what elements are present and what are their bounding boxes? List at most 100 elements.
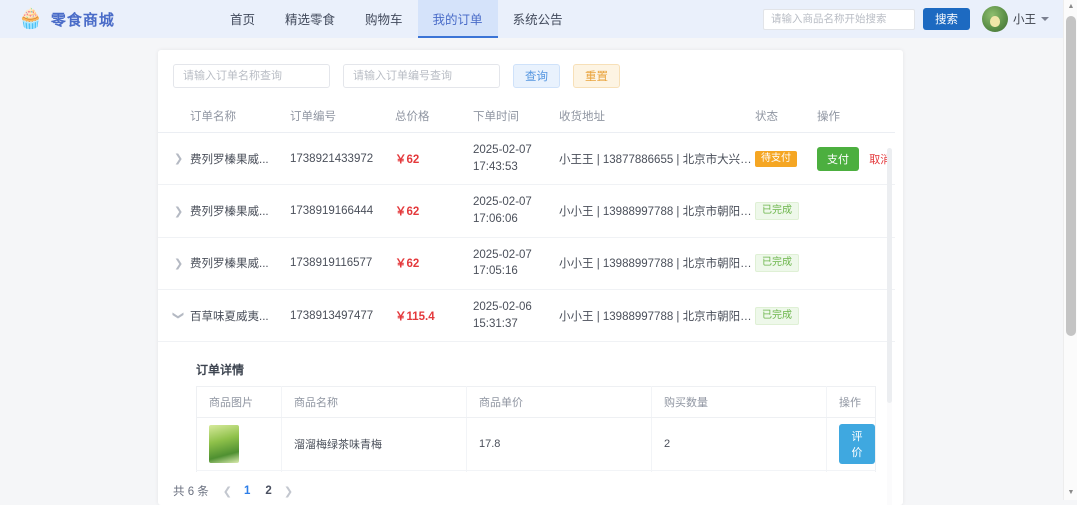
order-no: 1738921433972 [290,132,395,186]
order-time: 17:43:53 [473,160,518,173]
query-button[interactable]: 查询 [513,64,560,88]
pay-button[interactable]: 支付 [817,146,859,171]
table-header-row: 订单名称 订单编号 总价格 下单时间 收货地址 状态 操作 [158,100,895,133]
expand-cell[interactable]: ❯ [158,289,190,343]
order-date: 2025-02-07 [473,144,532,156]
order-date: 2025-02-07 [473,248,532,261]
header-status: 状态 [755,100,817,133]
table-row[interactable]: ❯ 费列罗榛果威... 1738921433972 ￥62 2025-02-07… [158,132,895,186]
order-price: ￥115.4 [395,310,435,323]
expand-col-header [158,100,190,133]
orders-card: 查询 重置 订单名称 订单编号 总价格 下单时间 收货地址 状态 操作 [158,50,903,505]
page-button-2[interactable]: 2 [265,485,272,497]
order-no-filter-input[interactable] [343,64,500,88]
nav-label: 我的订单 [432,12,483,27]
detail-title: 订单详情 [196,363,245,378]
header-search: 搜索 [763,8,970,30]
header-actions: 操作 [817,100,895,133]
pagination: 共 6 条 ❮ 1 2 ❯ [158,472,903,499]
status-badge: 待支付 [755,150,797,167]
order-address: 小小王 | 13988997788 | 北京市朝阳区东... [559,206,755,219]
review-button[interactable]: 评价 [839,424,875,465]
next-page-button[interactable]: ❯ [283,485,294,498]
user-name: 小王 [1013,14,1036,26]
filter-bar: 查询 重置 [158,50,903,100]
detail-header-row: 商品图片 商品名称 商品单价 购买数量 操作 [196,386,876,419]
order-date: 2025-02-07 [473,196,532,209]
main-nav: 首页 精选零食 购物车 我的订单 系统公告 [215,0,578,38]
chevron-down-icon[interactable]: ❯ [172,311,185,321]
scroll-up-icon[interactable]: ▲ [1067,3,1075,10]
header-order-name: 订单名称 [190,100,290,133]
table-row[interactable]: ❯ 百草味夏威夷... 1738913497477 ￥115.4 2025-02… [158,289,895,343]
detail-header-image: 商品图片 [196,386,282,419]
detail-item-row: 溜溜梅绿茶味青梅 17.8 2 评价 [196,417,876,472]
nav-item-home[interactable]: 首页 [215,0,270,38]
table-scrollbar[interactable] [887,148,892,505]
nav-item-cart[interactable]: 购物车 [350,0,418,38]
page-button-1[interactable]: 1 [244,485,251,497]
order-address: 小王王 | 13877886655 | 北京市大兴区枫... [559,153,755,166]
row-actions [817,289,895,343]
table-row[interactable]: ❯ 费列罗榛果威... 1738919116577 ￥62 2025-02-07… [158,237,895,291]
cupcake-icon: 🧁 [18,8,43,30]
nav-label: 购物车 [365,12,403,27]
order-detail-row: 订单详情 商品图片 商品名称 商品单价 购买数量 操作 [158,341,895,472]
user-menu[interactable]: 小王 [982,6,1049,32]
product-quantity: 2 [651,470,827,472]
detail-header-unit-price: 商品单价 [466,386,652,419]
browser-scrollbar-thumb[interactable] [1066,16,1076,336]
expand-cell[interactable]: ❯ [158,184,190,238]
header-order-time: 下单时间 [473,100,559,133]
reset-button[interactable]: 重置 [573,64,620,88]
nav-item-announcements[interactable]: 系统公告 [498,0,578,38]
product-unit-price: 17.8 [466,417,652,472]
header-address: 收货地址 [559,100,755,133]
chevron-right-icon[interactable]: ❯ [174,153,184,166]
search-input[interactable] [763,8,915,30]
chevron-right-icon[interactable]: ❯ [174,257,184,270]
orders-table-scroll[interactable]: 订单名称 订单编号 总价格 下单时间 收货地址 状态 操作 ❯ 费列罗榛果威..… [158,100,903,472]
cancel-link[interactable]: 取消 [869,153,892,166]
order-name-filter-input[interactable] [173,64,330,88]
scroll-down-icon[interactable]: ▼ [1067,489,1075,496]
order-time: 17:06:06 [473,213,518,226]
expand-cell[interactable]: ❯ [158,132,190,186]
order-no: 1738919116577 [290,237,395,291]
order-name: 费列罗榛果威... [190,153,269,166]
order-price: ￥62 [395,153,420,166]
table-scrollbar-thumb[interactable] [887,148,892,403]
status-badge: 已完成 [755,306,799,325]
table-row[interactable]: ❯ 费列罗榛果威... 1738919166444 ￥62 2025-02-07… [158,184,895,238]
detail-item-row: 百草味夏威夷果 39.9 2 评价 [196,470,876,472]
chevron-right-icon[interactable]: ❯ [174,205,184,218]
header-total-price: 总价格 [395,100,473,133]
status-badge: 已完成 [755,202,799,221]
prev-page-button[interactable]: ❮ [222,485,233,498]
order-name: 百草味夏威夷... [190,310,269,323]
row-actions [817,184,895,238]
brand[interactable]: 🧁 零食商城 [0,9,215,30]
order-name: 费列罗榛果威... [190,258,269,271]
detail-table: 商品图片 商品名称 商品单价 购买数量 操作 [196,386,876,472]
nav-item-my-orders[interactable]: 我的订单 [417,0,498,38]
nav-label: 首页 [230,12,256,27]
order-address: 小小王 | 13988997788 | 北京市朝阳区东... [559,310,755,323]
top-header: 🧁 零食商城 首页 精选零食 购物车 我的订单 系统公告 搜索 小王 [0,0,1063,38]
nav-label: 精选零食 [285,12,336,27]
order-price: ￥62 [395,258,420,271]
avocado-avatar [982,6,1008,32]
product-quantity: 2 [651,417,827,472]
order-date: 2025-02-06 [473,301,532,314]
nav-item-featured-snacks[interactable]: 精选零食 [270,0,350,38]
order-no: 1738913497477 [290,289,395,343]
browser-scrollbar[interactable]: ▲ ▼ [1063,0,1077,500]
product-thumbnail [209,425,239,464]
status-badge: 已完成 [755,254,799,273]
order-time: 15:31:37 [473,317,518,330]
search-button[interactable]: 搜索 [923,8,970,30]
expand-cell[interactable]: ❯ [158,237,190,291]
order-detail-panel: 订单详情 商品图片 商品名称 商品单价 购买数量 操作 [158,351,895,472]
detail-header-name: 商品名称 [281,386,467,419]
product-name: 百草味夏威夷果 [281,470,467,472]
